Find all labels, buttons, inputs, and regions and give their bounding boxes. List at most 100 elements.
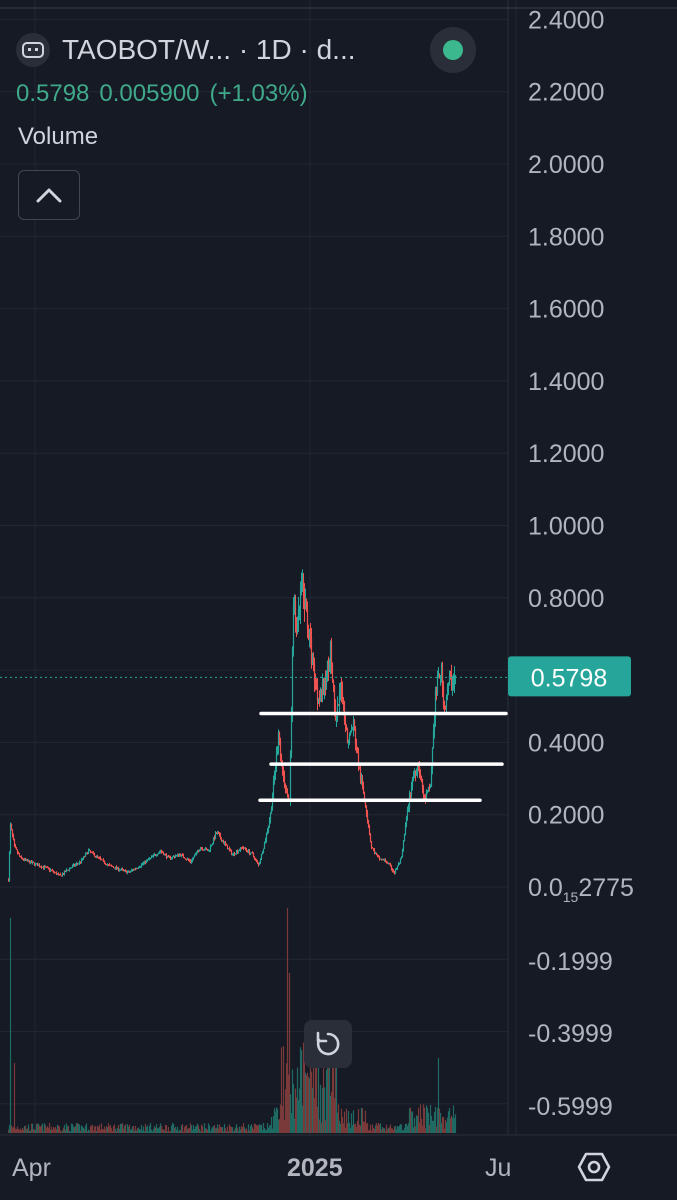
candle-body xyxy=(417,766,420,768)
volume-bar xyxy=(319,1084,322,1133)
volume-bar xyxy=(172,1123,175,1133)
candle-body xyxy=(164,853,167,855)
candle-body xyxy=(358,766,361,769)
candle-body xyxy=(345,725,348,729)
candle-body xyxy=(68,868,71,870)
volume-bar xyxy=(34,1129,37,1133)
volume-bar xyxy=(115,1131,118,1133)
volume-bar xyxy=(39,1126,42,1133)
volume-bar xyxy=(43,1123,46,1133)
candle-body xyxy=(393,871,396,874)
candle-body xyxy=(328,662,331,672)
candle-body xyxy=(36,863,39,867)
candle-body xyxy=(355,743,358,749)
volume-bar xyxy=(430,1115,433,1133)
candle-body xyxy=(423,794,426,798)
volume-bar xyxy=(73,1127,76,1133)
volume-bar xyxy=(134,1125,137,1133)
volume-bar xyxy=(332,1065,335,1133)
candle-body xyxy=(395,868,398,870)
candle-body xyxy=(280,756,283,767)
volume-bar xyxy=(284,1089,287,1133)
symbol-title[interactable]: TAOBOT/W... · 1D · d... xyxy=(62,34,356,65)
candle-body xyxy=(385,861,388,863)
candle-body xyxy=(185,859,188,861)
candle-body xyxy=(329,641,332,663)
volume-bar xyxy=(349,1128,352,1133)
collapse-indicators-button[interactable] xyxy=(18,170,80,220)
hexagon-settings-icon xyxy=(577,1152,611,1182)
candle-body xyxy=(134,868,137,870)
volume-bar xyxy=(124,1124,127,1133)
candle-body xyxy=(144,861,147,863)
candle-body xyxy=(314,682,317,685)
price-tick-label: 1.2000 xyxy=(528,440,604,468)
price-tick-label: 0.2000 xyxy=(528,802,604,830)
candle-body xyxy=(180,854,183,856)
candle-body xyxy=(370,841,373,848)
volume-bar xyxy=(425,1105,428,1133)
candle-body xyxy=(407,808,410,810)
volume-bar xyxy=(40,1125,43,1133)
volume-bar xyxy=(315,1036,318,1133)
chart-settings-button[interactable] xyxy=(574,1147,614,1187)
time-tick-label: Apr xyxy=(12,1154,51,1182)
volume-bar xyxy=(346,1123,349,1133)
time-axis[interactable]: Apr 2025 Ju xyxy=(12,1154,511,1182)
candle-body xyxy=(212,837,215,844)
symbol-header[interactable]: TAOBOT/W... · 1D · d... xyxy=(16,30,356,70)
candle-body xyxy=(203,849,206,851)
volume-bar xyxy=(182,1131,185,1133)
volume-bar xyxy=(20,1130,23,1133)
candle-body xyxy=(59,874,62,876)
volume-bar xyxy=(276,1108,279,1133)
volume-bar xyxy=(98,1124,101,1133)
volume-bar xyxy=(18,1129,21,1133)
volume-bar xyxy=(130,1129,133,1133)
candle-body xyxy=(244,847,247,850)
candle-body xyxy=(379,858,382,860)
price-axis[interactable]: 2.4000 2.2000 2.0000 1.8000 1.6000 1.4000 1.20… xyxy=(528,6,613,1121)
candle-body xyxy=(97,856,100,858)
candle-body xyxy=(251,852,254,854)
reset-chart-button[interactable] xyxy=(304,1020,352,1068)
volume-bar xyxy=(24,1125,27,1133)
volume-bar xyxy=(302,1042,305,1133)
volume-bar xyxy=(423,1107,426,1133)
candle-body xyxy=(231,854,234,856)
volume-bar xyxy=(190,1125,193,1133)
candle-body xyxy=(54,872,57,874)
candle-body xyxy=(56,873,59,875)
candle-body xyxy=(45,867,48,869)
candle-body xyxy=(121,868,124,870)
volume-bar xyxy=(17,1129,20,1133)
candle-body xyxy=(42,866,45,869)
market-status-button[interactable] xyxy=(430,27,476,73)
candle-body xyxy=(117,867,120,871)
volume-bar xyxy=(35,1123,38,1133)
volume-bar xyxy=(102,1129,105,1133)
volume-bar xyxy=(285,1063,288,1133)
candle-body xyxy=(207,850,210,852)
volume-bar xyxy=(387,1128,390,1133)
candle-body xyxy=(87,850,90,854)
volume-bar xyxy=(229,1126,232,1133)
candle-body xyxy=(57,873,60,875)
volume-bar xyxy=(106,1127,109,1133)
volume-bar xyxy=(431,1120,434,1133)
volume-bar xyxy=(361,1108,364,1133)
candle-body xyxy=(96,855,99,857)
candle-body xyxy=(109,864,112,866)
candle-body xyxy=(136,868,139,870)
candle-body xyxy=(330,641,333,665)
volume-indicator-label[interactable]: Volume xyxy=(18,123,99,150)
volume-bar xyxy=(11,1127,14,1133)
volume-bar xyxy=(356,1120,359,1133)
candle-body xyxy=(32,862,35,864)
candle-body xyxy=(105,864,108,866)
volume-bar xyxy=(434,1106,437,1133)
candle-body xyxy=(418,767,421,774)
volume-bar xyxy=(314,1064,317,1133)
volume-bar xyxy=(246,1131,249,1133)
